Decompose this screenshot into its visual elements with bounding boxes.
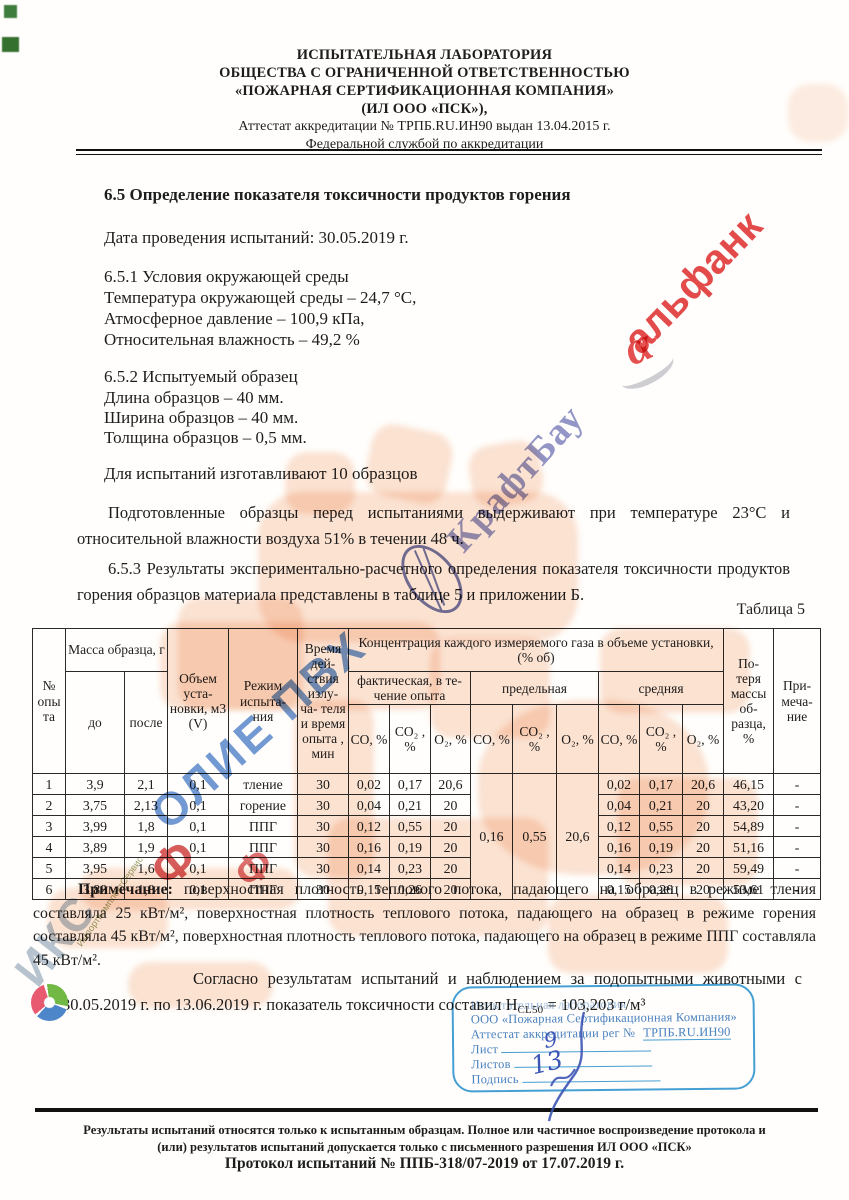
footer-divider [35,1108,818,1112]
cell: 3,99 [65,815,125,838]
org-name-line: (ИЛ ООО «ПСК»), [361,101,488,117]
header-cell-mass: Масса образца, г [65,628,168,672]
footer-disclaimer: Результаты испытаний относятся только к … [40,1122,809,1155]
cell: 1,9 [124,836,168,859]
accreditation-line: Федеральной службой по аккредитации [305,137,544,152]
alfa-watermark-swoosh-icon [615,345,679,397]
cell: 0,1 [167,836,229,859]
cell: - [773,815,822,838]
stamp-lab-line: Испытательная лаборатория [470,996,627,1013]
env-temperature: Температура окружающей среды – 24,7 °С, [104,288,417,307]
cell: 2,1 [124,773,168,796]
cell: 1 [32,773,66,796]
cell: 4 [32,836,66,859]
scan-mark-icon [4,5,17,18]
orange-watermark-blob [600,628,750,713]
section-title: 6.5 Определение показателя токсичности п… [104,185,571,204]
header-cell-note: При- меча- ние [773,627,822,775]
cell: 3,9 [65,773,125,796]
sample-title: 6.5.2 Испытуемый образец [104,367,298,386]
stamp-attestation-value: ТРПБ.RU.ИН90 [643,1024,731,1041]
cell: 1,8 [124,815,168,838]
orange-watermark-blob [160,622,440,710]
org-name-line: ИСПЫТАТЕЛЬНАЯ ЛАБОРАТОРИЯ [296,47,553,63]
stamp-signature-label: Подпись [471,1072,519,1087]
orange-watermark-blob [788,84,848,142]
header-cell-no: № опы та [32,627,66,775]
cell: - [773,857,822,880]
cell: 3,89 [65,836,125,859]
sample-width: Ширина образцов – 40 мм. [104,408,299,427]
cell: ППГ [228,815,298,838]
test-date-line: Дата проведения испытаний: 30.05.2019 г. [104,228,409,247]
iks-logo-icon [31,984,68,1021]
cell: 0,1 [167,773,229,796]
stamp-sheet-label: Лист [471,1041,499,1057]
cell: 0,1 [167,794,229,817]
header-divider [76,149,822,151]
scan-mark-icon [2,37,19,52]
toxicity-value: = 103,203 г/м³ [543,995,646,1014]
cell: 20 [430,794,471,817]
stamp-sheet-blank [501,1039,652,1053]
stamp-sheets-label: Листов [471,1057,511,1072]
cell: - [773,836,822,859]
cell: 0,17 [389,773,431,796]
footer-disclaimer-line: (или) результатов испытаний допускается … [157,1139,692,1154]
org-name-line: «ПОЖАРНАЯ СЕРТИФИКАЦИОННАЯ КОМПАНИЯ» [234,83,615,99]
protocol-number-line: Протокол испытаний № ППБ-318/07-2019 от … [224,1155,625,1172]
cell: - [773,794,822,817]
table-caption: Таблица 5 [736,601,805,618]
sample-thickness: Толщина образцов – 0,5 мм. [104,428,307,447]
cell: 3,75 [65,794,125,817]
header-cell-before: до [65,670,125,775]
cell: - [773,773,822,796]
env-conditions-title: 6.5.1 Условия окружающей среды [104,267,349,286]
header-divider-thin [76,154,822,155]
letterhead: ИСПЫТАТЕЛЬНАЯ ЛАБОРАТОРИЯ ОБЩЕСТВА С ОГР… [0,46,849,154]
header-cell-after: после [124,670,168,775]
cell: 5 [32,857,66,880]
org-name-line: ОБЩЕСТВА С ОГРАНИЧЕННОЙ ОТВЕТСТВЕННОСТЬЮ [219,65,630,81]
orange-watermark-blob [548,895,728,973]
cell: 2,13 [124,794,168,817]
cell: горение [228,794,298,817]
alfa-watermark-text: альфанк [614,202,771,363]
cell: тление [228,773,298,796]
toxicity-index-subscript: CL50 [517,1004,544,1016]
env-pressure: Атмосферное давление – 100,9 кПа, [104,309,365,328]
orange-watermark-blob [618,778,758,886]
cell: 2 [32,794,66,817]
cell: 3 [32,815,66,838]
stamp: Испытательная лаборатория ООО «Пожарная … [451,983,756,1093]
cell: 20,6 [430,773,471,796]
stamp-attestation-line: Аттестат аккредитации рег № ТРПБ.RU.ИН90 [471,1024,753,1041]
orange-watermark-blob [328,818,548,936]
cell: ППГ [228,836,298,859]
env-humidity: Относительная влажность – 49,2 % [104,330,360,349]
cell: 0,21 [389,794,431,817]
cell: 0,1 [167,815,229,838]
stamp-signature-line: Подпись [471,1069,753,1087]
accreditation-line: Аттестат аккредитации № ТРПБ.RU.ИН90 выд… [238,119,611,134]
orange-watermark-blob [48,888,168,948]
cell: - [773,878,822,901]
footer-disclaimer-line: Результаты испытаний относятся только к … [83,1123,766,1137]
header-cell-co2: СО₂ , % [389,704,431,775]
sample-length: Длина образцов – 40 мм. [104,388,284,407]
orange-watermark-blob [128,962,273,1008]
